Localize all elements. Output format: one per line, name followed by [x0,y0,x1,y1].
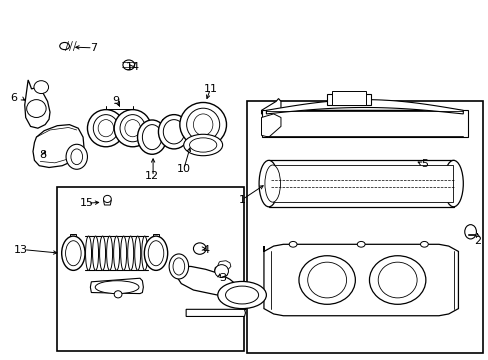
Ellipse shape [142,125,162,150]
Ellipse shape [420,242,427,247]
Bar [272,165,452,202]
Bar [326,94,370,105]
Polygon shape [264,244,458,316]
Ellipse shape [71,149,82,165]
Ellipse shape [134,236,141,270]
Ellipse shape [369,256,425,304]
Ellipse shape [100,236,105,270]
Text: 11: 11 [203,84,217,94]
Ellipse shape [169,254,188,279]
Ellipse shape [65,241,81,266]
Text: 2: 2 [473,236,481,246]
Ellipse shape [214,265,228,278]
Bar [246,102,482,353]
Ellipse shape [288,242,296,247]
Polygon shape [266,100,462,114]
Polygon shape [103,196,111,205]
Ellipse shape [87,110,124,147]
Ellipse shape [307,262,346,298]
Bar [57,187,244,351]
Ellipse shape [148,241,163,266]
Text: 13: 13 [14,245,28,255]
Text: 10: 10 [176,164,190,174]
Ellipse shape [60,42,69,50]
Ellipse shape [464,225,475,239]
Text: 5: 5 [420,159,427,169]
Ellipse shape [180,103,226,147]
Polygon shape [25,80,50,128]
Ellipse shape [173,258,184,275]
Ellipse shape [61,236,85,270]
Ellipse shape [163,120,184,144]
Polygon shape [186,309,245,316]
Ellipse shape [264,165,280,202]
Polygon shape [214,266,227,277]
Ellipse shape [231,284,243,304]
Ellipse shape [93,114,118,142]
Polygon shape [235,284,249,295]
Text: 9: 9 [112,96,119,107]
Text: 14: 14 [125,63,140,72]
Ellipse shape [186,108,219,141]
Ellipse shape [34,81,48,94]
Polygon shape [261,99,467,130]
Polygon shape [242,300,244,309]
Ellipse shape [103,195,111,203]
Ellipse shape [357,242,365,247]
Text: 3: 3 [219,273,225,283]
Ellipse shape [217,282,266,309]
Bar [153,234,159,239]
Polygon shape [261,111,467,137]
Ellipse shape [137,120,166,154]
Ellipse shape [298,256,355,304]
Ellipse shape [193,243,205,254]
Ellipse shape [66,144,87,169]
Ellipse shape [158,114,189,149]
Text: 6: 6 [10,93,17,103]
Ellipse shape [189,138,216,152]
Ellipse shape [120,114,145,142]
Ellipse shape [142,236,147,270]
Ellipse shape [259,160,278,207]
Text: 1: 1 [238,195,245,204]
Ellipse shape [95,281,139,294]
Bar [70,234,76,239]
Ellipse shape [377,262,416,298]
Ellipse shape [106,236,112,270]
Ellipse shape [114,110,151,147]
Text: 12: 12 [145,171,159,181]
Ellipse shape [183,134,222,156]
Ellipse shape [121,236,126,270]
Bar [162,119,186,144]
Polygon shape [261,114,281,137]
Ellipse shape [127,236,133,270]
Ellipse shape [114,291,122,298]
Ellipse shape [193,114,212,135]
Polygon shape [33,125,84,167]
Ellipse shape [122,60,134,70]
Ellipse shape [443,160,462,207]
Ellipse shape [85,236,91,270]
Ellipse shape [27,100,46,117]
Bar [331,91,366,105]
Ellipse shape [124,120,140,137]
Ellipse shape [98,120,114,137]
Ellipse shape [92,236,99,270]
Text: 15: 15 [80,198,93,208]
Polygon shape [90,278,143,294]
Polygon shape [217,261,230,270]
Ellipse shape [113,236,120,270]
Polygon shape [172,266,239,297]
Ellipse shape [144,236,167,270]
Text: 8: 8 [39,150,46,160]
Ellipse shape [225,286,258,304]
Text: 7: 7 [90,43,97,53]
Bar [268,160,453,207]
Bar [140,128,164,146]
Text: 4: 4 [202,245,209,255]
